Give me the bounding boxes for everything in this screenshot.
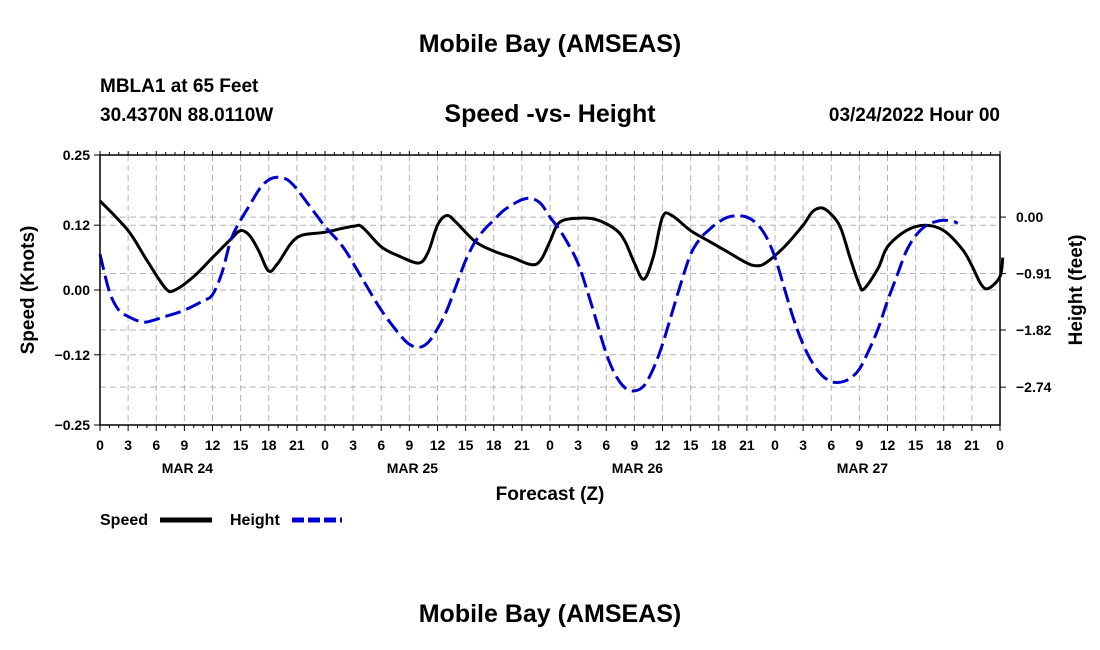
y-left-tick-label: −0.25 (55, 417, 91, 433)
x-tick-label: 15 (683, 437, 699, 453)
x-tick-label: 12 (430, 437, 446, 453)
axes: 0 3 6 9 12 15 18 21 0 3 6 9 12 15 18 21 0 3 6 9 12 15 18 21 0 3 6 9… (55, 147, 1052, 476)
x-tick-label: 0 (321, 437, 329, 453)
x-tick-label: 15 (458, 437, 474, 453)
x-axis-title: Forecast (Z) (496, 484, 605, 505)
x-tick-label: 9 (180, 437, 188, 453)
x-tick-label: 6 (377, 437, 385, 453)
x-tick-label: 9 (405, 437, 413, 453)
x-tick-label: 15 (233, 437, 249, 453)
legend-label-speed: Speed (100, 512, 148, 529)
series-speed-line (98, 199, 1005, 294)
series-height-line (98, 175, 959, 393)
x-tick-label: 18 (936, 437, 952, 453)
legend: Speed Height (100, 512, 342, 529)
x-date-label: MAR 25 (387, 460, 439, 476)
x-tick-label: 6 (827, 437, 835, 453)
y-right-tick-label: 0.00 (1016, 209, 1043, 225)
y-left-tick-label: −0.12 (55, 347, 91, 363)
x-tick-label: 21 (514, 437, 530, 453)
x-tick-label: 3 (574, 437, 582, 453)
x-tick-label: 3 (349, 437, 357, 453)
x-tick-label: 15 (908, 437, 924, 453)
y-left-tick-label: 0.00 (63, 282, 90, 298)
station-coordinates: 30.4370N 88.0110W (100, 105, 274, 126)
y-right-tick-label: −0.91 (1016, 266, 1052, 282)
x-tick-label: 6 (602, 437, 610, 453)
y-left-tick-label: 0.12 (63, 217, 90, 233)
main-title: Mobile Bay (AMSEAS) (418, 30, 682, 58)
x-tick-label: 21 (739, 437, 755, 453)
station-label: MBLA1 at 65 Feet (100, 76, 259, 97)
grid-lines (100, 155, 1000, 425)
x-tick-label: 12 (655, 437, 671, 453)
x-tick-label: 18 (261, 437, 277, 453)
y-right-tick-label: −2.74 (1016, 379, 1052, 395)
y-axis-left-title: Speed (Knots) (18, 226, 39, 355)
x-date-label: MAR 26 (612, 460, 664, 476)
x-tick-label: 0 (96, 437, 104, 453)
x-tick-label: 9 (630, 437, 638, 453)
x-tick-label: 3 (124, 437, 132, 453)
y-right-tick-label: −1.82 (1016, 322, 1052, 338)
x-date-label: MAR 27 (837, 460, 889, 476)
x-tick-label: 12 (880, 437, 896, 453)
forecast-timestamp: 03/24/2022 Hour 00 (828, 105, 1000, 126)
x-tick-label: 18 (711, 437, 727, 453)
legend-label-height: Height (230, 512, 280, 529)
x-tick-label: 0 (771, 437, 779, 453)
x-date-label: MAR 24 (162, 460, 214, 476)
footer-title: Mobile Bay (AMSEAS) (418, 600, 682, 628)
x-tick-label: 21 (964, 437, 980, 453)
y-left-tick-label: 0.25 (63, 147, 90, 163)
x-tick-label: 3 (799, 437, 807, 453)
x-tick-label: 0 (546, 437, 554, 453)
x-tick-label: 0 (996, 437, 1004, 453)
chart-title: Speed -vs- Height (444, 100, 656, 128)
series-layer (98, 175, 1005, 393)
x-tick-label: 21 (289, 437, 305, 453)
x-tick-label: 9 (855, 437, 863, 453)
x-tick-label: 6 (152, 437, 160, 453)
x-tick-label: 18 (486, 437, 502, 453)
x-tick-label: 12 (205, 437, 221, 453)
y-axis-right-title: Height (feet) (1066, 235, 1087, 346)
